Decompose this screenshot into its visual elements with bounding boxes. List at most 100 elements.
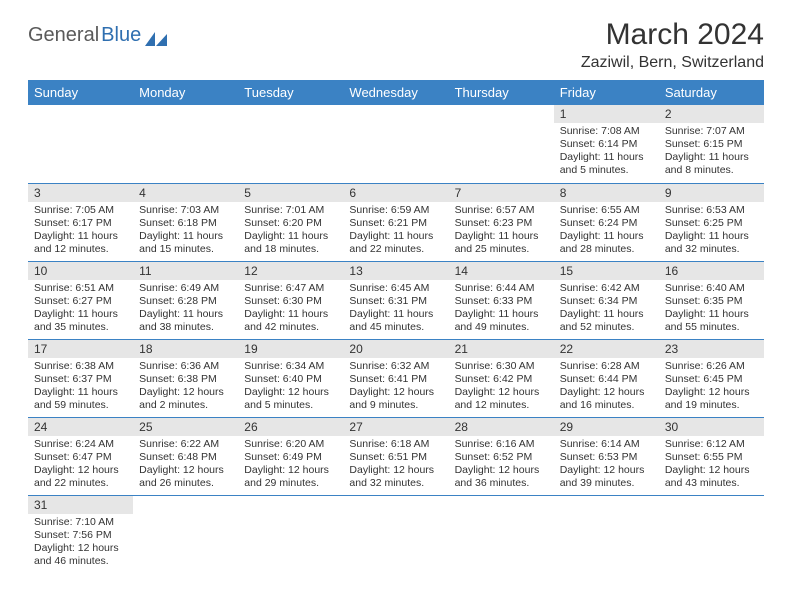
calendar-day-cell bbox=[28, 105, 133, 183]
sunrise-text: Sunrise: 6:30 AM bbox=[455, 360, 548, 373]
day-number: 19 bbox=[238, 340, 343, 358]
day-number: 27 bbox=[343, 418, 448, 436]
calendar-day-cell: 25Sunrise: 6:22 AMSunset: 6:48 PMDayligh… bbox=[133, 417, 238, 495]
day-details: Sunrise: 7:05 AMSunset: 6:17 PMDaylight:… bbox=[28, 202, 133, 261]
sunrise-text: Sunrise: 7:10 AM bbox=[34, 516, 127, 529]
day-details: Sunrise: 6:40 AMSunset: 6:35 PMDaylight:… bbox=[659, 280, 764, 339]
daylight-text: Daylight: 12 hours and 9 minutes. bbox=[349, 386, 442, 412]
daylight-text: Daylight: 11 hours and 25 minutes. bbox=[455, 230, 548, 256]
sunrise-text: Sunrise: 6:53 AM bbox=[665, 204, 758, 217]
day-number bbox=[133, 105, 238, 109]
logo-sail-icon bbox=[145, 29, 167, 43]
day-number bbox=[28, 105, 133, 109]
day-number: 1 bbox=[554, 105, 659, 123]
daylight-text: Daylight: 11 hours and 38 minutes. bbox=[139, 308, 232, 334]
daylight-text: Daylight: 12 hours and 19 minutes. bbox=[665, 386, 758, 412]
sunrise-text: Sunrise: 6:47 AM bbox=[244, 282, 337, 295]
sunset-text: Sunset: 6:45 PM bbox=[665, 373, 758, 386]
calendar-day-cell: 30Sunrise: 6:12 AMSunset: 6:55 PMDayligh… bbox=[659, 417, 764, 495]
sunrise-text: Sunrise: 6:49 AM bbox=[139, 282, 232, 295]
day-number: 25 bbox=[133, 418, 238, 436]
day-number: 2 bbox=[659, 105, 764, 123]
daylight-text: Daylight: 12 hours and 2 minutes. bbox=[139, 386, 232, 412]
weekday-header: Monday bbox=[133, 80, 238, 105]
calendar-day-cell: 1Sunrise: 7:08 AMSunset: 6:14 PMDaylight… bbox=[554, 105, 659, 183]
day-details: Sunrise: 6:36 AMSunset: 6:38 PMDaylight:… bbox=[133, 358, 238, 417]
sunrise-text: Sunrise: 6:20 AM bbox=[244, 438, 337, 451]
calendar-day-cell: 28Sunrise: 6:16 AMSunset: 6:52 PMDayligh… bbox=[449, 417, 554, 495]
calendar-week-row: 1Sunrise: 7:08 AMSunset: 6:14 PMDaylight… bbox=[28, 105, 764, 183]
daylight-text: Daylight: 12 hours and 36 minutes. bbox=[455, 464, 548, 490]
day-number: 5 bbox=[238, 184, 343, 202]
daylight-text: Daylight: 12 hours and 29 minutes. bbox=[244, 464, 337, 490]
calendar-day-cell: 7Sunrise: 6:57 AMSunset: 6:23 PMDaylight… bbox=[449, 183, 554, 261]
calendar-day-cell bbox=[449, 105, 554, 183]
sunset-text: Sunset: 6:55 PM bbox=[665, 451, 758, 464]
sunset-text: Sunset: 6:30 PM bbox=[244, 295, 337, 308]
calendar-week-row: 10Sunrise: 6:51 AMSunset: 6:27 PMDayligh… bbox=[28, 261, 764, 339]
weekday-header: Thursday bbox=[449, 80, 554, 105]
day-number: 6 bbox=[343, 184, 448, 202]
calendar-day-cell: 13Sunrise: 6:45 AMSunset: 6:31 PMDayligh… bbox=[343, 261, 448, 339]
day-details: Sunrise: 6:57 AMSunset: 6:23 PMDaylight:… bbox=[449, 202, 554, 261]
sunrise-text: Sunrise: 7:07 AM bbox=[665, 125, 758, 138]
day-details: Sunrise: 6:14 AMSunset: 6:53 PMDaylight:… bbox=[554, 436, 659, 495]
sunset-text: Sunset: 6:23 PM bbox=[455, 217, 548, 230]
sunset-text: Sunset: 6:24 PM bbox=[560, 217, 653, 230]
weekday-header: Tuesday bbox=[238, 80, 343, 105]
sunset-text: Sunset: 6:20 PM bbox=[244, 217, 337, 230]
sunrise-text: Sunrise: 6:51 AM bbox=[34, 282, 127, 295]
sunset-text: Sunset: 6:48 PM bbox=[139, 451, 232, 464]
day-details: Sunrise: 6:55 AMSunset: 6:24 PMDaylight:… bbox=[554, 202, 659, 261]
day-number bbox=[133, 496, 238, 500]
sunset-text: Sunset: 6:35 PM bbox=[665, 295, 758, 308]
day-number: 15 bbox=[554, 262, 659, 280]
sunrise-text: Sunrise: 6:44 AM bbox=[455, 282, 548, 295]
calendar-day-cell: 14Sunrise: 6:44 AMSunset: 6:33 PMDayligh… bbox=[449, 261, 554, 339]
sunrise-text: Sunrise: 6:22 AM bbox=[139, 438, 232, 451]
day-details: Sunrise: 6:47 AMSunset: 6:30 PMDaylight:… bbox=[238, 280, 343, 339]
day-details: Sunrise: 7:03 AMSunset: 6:18 PMDaylight:… bbox=[133, 202, 238, 261]
calendar-day-cell: 15Sunrise: 6:42 AMSunset: 6:34 PMDayligh… bbox=[554, 261, 659, 339]
day-number: 4 bbox=[133, 184, 238, 202]
day-number bbox=[449, 105, 554, 109]
day-number: 12 bbox=[238, 262, 343, 280]
calendar-day-cell: 12Sunrise: 6:47 AMSunset: 6:30 PMDayligh… bbox=[238, 261, 343, 339]
calendar-week-row: 24Sunrise: 6:24 AMSunset: 6:47 PMDayligh… bbox=[28, 417, 764, 495]
daylight-text: Daylight: 11 hours and 59 minutes. bbox=[34, 386, 127, 412]
day-details: Sunrise: 6:38 AMSunset: 6:37 PMDaylight:… bbox=[28, 358, 133, 417]
sunset-text: Sunset: 6:37 PM bbox=[34, 373, 127, 386]
day-number: 14 bbox=[449, 262, 554, 280]
month-title: March 2024 bbox=[581, 18, 764, 52]
sunset-text: Sunset: 6:28 PM bbox=[139, 295, 232, 308]
calendar-day-cell: 18Sunrise: 6:36 AMSunset: 6:38 PMDayligh… bbox=[133, 339, 238, 417]
calendar-day-cell: 17Sunrise: 6:38 AMSunset: 6:37 PMDayligh… bbox=[28, 339, 133, 417]
sunrise-text: Sunrise: 7:03 AM bbox=[139, 204, 232, 217]
calendar-day-cell: 5Sunrise: 7:01 AMSunset: 6:20 PMDaylight… bbox=[238, 183, 343, 261]
day-number bbox=[238, 496, 343, 500]
day-details: Sunrise: 6:49 AMSunset: 6:28 PMDaylight:… bbox=[133, 280, 238, 339]
daylight-text: Daylight: 11 hours and 28 minutes. bbox=[560, 230, 653, 256]
day-number: 22 bbox=[554, 340, 659, 358]
daylight-text: Daylight: 11 hours and 8 minutes. bbox=[665, 151, 758, 177]
calendar-day-cell: 27Sunrise: 6:18 AMSunset: 6:51 PMDayligh… bbox=[343, 417, 448, 495]
sunset-text: Sunset: 6:25 PM bbox=[665, 217, 758, 230]
daylight-text: Daylight: 12 hours and 39 minutes. bbox=[560, 464, 653, 490]
sunset-text: Sunset: 6:14 PM bbox=[560, 138, 653, 151]
sunset-text: Sunset: 6:40 PM bbox=[244, 373, 337, 386]
day-number: 20 bbox=[343, 340, 448, 358]
day-details: Sunrise: 7:10 AMSunset: 7:56 PMDaylight:… bbox=[28, 514, 133, 573]
sunset-text: Sunset: 6:34 PM bbox=[560, 295, 653, 308]
daylight-text: Daylight: 11 hours and 15 minutes. bbox=[139, 230, 232, 256]
day-number bbox=[238, 105, 343, 109]
day-details: Sunrise: 6:16 AMSunset: 6:52 PMDaylight:… bbox=[449, 436, 554, 495]
sunset-text: Sunset: 7:56 PM bbox=[34, 529, 127, 542]
weekday-header: Friday bbox=[554, 80, 659, 105]
day-number: 26 bbox=[238, 418, 343, 436]
day-number bbox=[449, 496, 554, 500]
calendar-day-cell bbox=[133, 105, 238, 183]
calendar-day-cell: 3Sunrise: 7:05 AMSunset: 6:17 PMDaylight… bbox=[28, 183, 133, 261]
day-details: Sunrise: 6:24 AMSunset: 6:47 PMDaylight:… bbox=[28, 436, 133, 495]
day-details: Sunrise: 6:51 AMSunset: 6:27 PMDaylight:… bbox=[28, 280, 133, 339]
daylight-text: Daylight: 11 hours and 5 minutes. bbox=[560, 151, 653, 177]
